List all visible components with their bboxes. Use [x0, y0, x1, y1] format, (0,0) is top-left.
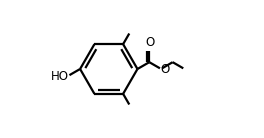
Text: HO: HO	[51, 70, 69, 83]
Text: O: O	[160, 63, 169, 76]
Text: O: O	[145, 36, 155, 49]
